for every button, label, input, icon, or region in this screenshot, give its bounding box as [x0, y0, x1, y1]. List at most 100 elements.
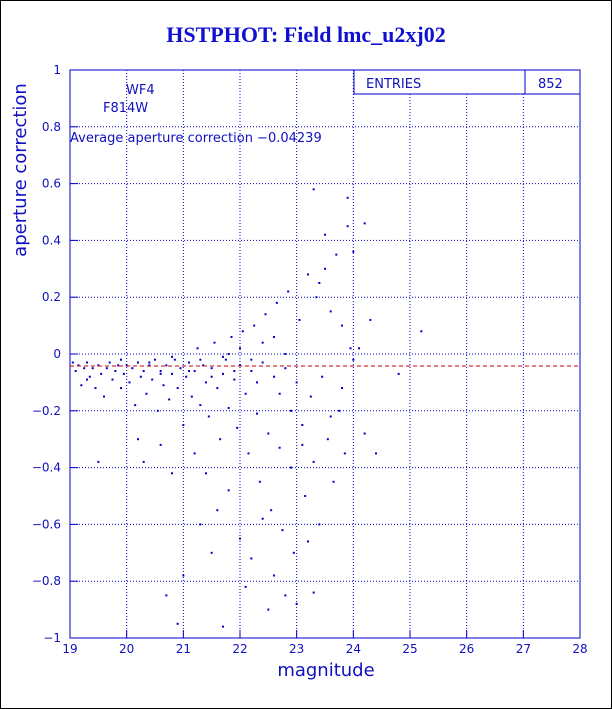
x-tick-label: 19	[62, 642, 77, 656]
data-point	[318, 523, 321, 526]
data-point	[108, 361, 111, 364]
data-point	[369, 318, 372, 321]
data-point	[253, 324, 256, 327]
chip-label: WF4	[126, 83, 155, 98]
data-point	[273, 335, 275, 338]
data-point	[165, 594, 168, 597]
data-point	[205, 472, 207, 475]
data-point	[71, 361, 74, 364]
data-point	[261, 341, 264, 344]
data-point	[137, 438, 139, 441]
y-tick-label: 0	[53, 347, 61, 361]
data-point	[128, 381, 131, 384]
data-point	[332, 480, 335, 483]
data-point	[352, 358, 355, 361]
data-point	[103, 395, 105, 398]
data-point	[142, 370, 145, 373]
data-point	[131, 367, 134, 370]
data-point	[97, 364, 100, 367]
data-point	[256, 381, 258, 384]
y-tick-label: −0.8	[32, 574, 61, 588]
data-point	[142, 460, 145, 463]
data-point	[250, 557, 253, 560]
data-point	[324, 233, 326, 236]
data-point	[233, 378, 236, 381]
data-point	[210, 367, 213, 370]
data-point	[397, 372, 400, 375]
data-point	[83, 367, 86, 370]
data-point	[335, 253, 338, 256]
data-point	[287, 290, 290, 293]
data-point	[86, 378, 88, 381]
data-point	[182, 574, 185, 577]
data-point	[100, 372, 103, 375]
data-point	[239, 537, 241, 540]
data-point	[111, 378, 114, 381]
data-point	[233, 370, 236, 373]
data-point	[210, 375, 213, 378]
data-point	[222, 355, 224, 358]
data-point	[363, 432, 366, 435]
data-point	[145, 392, 148, 395]
data-point	[199, 358, 202, 361]
data-point	[125, 364, 128, 367]
data-point	[224, 358, 227, 361]
x-tick-label: 26	[459, 642, 474, 656]
data-point	[199, 523, 202, 526]
data-point	[137, 361, 139, 364]
data-point	[148, 364, 151, 367]
data-point	[326, 438, 329, 441]
filter-label: F814W	[103, 101, 148, 116]
y-tick-label: 1	[53, 63, 61, 77]
entries-value: 852	[538, 77, 563, 92]
data-point	[301, 424, 304, 426]
data-point	[77, 364, 80, 367]
data-points	[71, 188, 423, 628]
data-point	[273, 375, 275, 378]
data-point	[258, 480, 261, 483]
data-point	[292, 551, 295, 554]
data-point	[80, 384, 83, 387]
chart-title: HSTPHOT: Field lmc_u2xj02	[166, 22, 446, 47]
data-point	[159, 372, 162, 375]
data-point	[267, 432, 270, 435]
data-point	[244, 392, 247, 395]
data-point	[239, 364, 241, 367]
data-point	[338, 409, 341, 412]
data-point	[120, 358, 122, 361]
data-point	[261, 517, 264, 520]
data-point	[244, 585, 247, 588]
data-point	[182, 424, 185, 426]
data-point	[284, 367, 287, 370]
y-tick-label: −0.6	[32, 517, 61, 531]
data-point	[267, 608, 270, 611]
data-point	[358, 347, 360, 350]
data-point	[315, 296, 318, 299]
data-point	[341, 324, 343, 327]
y-tick-label: 0.4	[42, 233, 61, 247]
data-point	[273, 574, 275, 577]
data-point	[349, 347, 352, 350]
data-point	[114, 370, 117, 373]
data-point	[205, 381, 207, 384]
entries-label: ENTRIES	[366, 77, 421, 92]
data-point	[295, 602, 298, 605]
data-point	[148, 361, 151, 364]
y-tick-label: 0.8	[42, 120, 61, 134]
data-point	[154, 358, 156, 361]
x-tick-label: 24	[346, 642, 361, 656]
data-point	[88, 375, 91, 378]
data-point	[86, 361, 88, 364]
data-point	[307, 540, 309, 543]
data-point	[193, 452, 196, 455]
data-point	[346, 225, 349, 228]
data-point	[307, 273, 309, 276]
data-point	[159, 370, 162, 373]
data-point	[247, 452, 250, 455]
data-point	[179, 367, 182, 370]
data-point	[352, 250, 355, 253]
data-point	[343, 452, 346, 455]
data-point	[278, 392, 281, 395]
data-point	[375, 452, 377, 455]
data-point	[168, 398, 171, 401]
